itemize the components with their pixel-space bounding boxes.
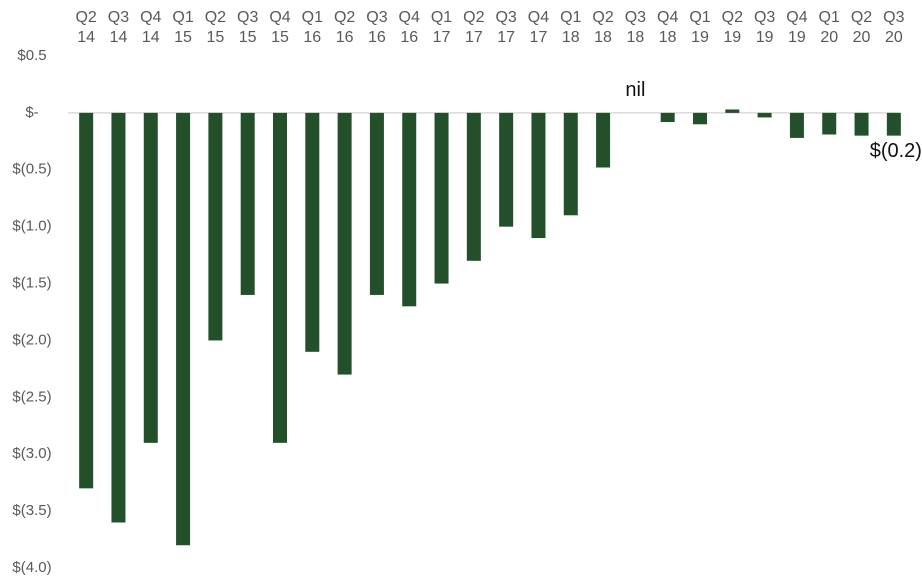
bar (111, 112, 126, 523)
x-tick-label: Q2 16 (333, 9, 356, 46)
x-tick-label: Q2 14 (75, 9, 97, 46)
x-tick-label: Q3 20 (883, 9, 905, 46)
y-tick-label: $(3.5) (12, 502, 51, 519)
y-tick-label: $(2.5) (12, 388, 51, 405)
bar (757, 112, 772, 118)
y-tick-label: $(2.0) (12, 331, 51, 348)
bar (79, 112, 94, 489)
x-tick-label: Q4 17 (527, 9, 550, 46)
data-label: nil (625, 79, 645, 101)
bar (402, 112, 417, 307)
x-tick-label: Q4 18 (657, 9, 679, 46)
x-tick-label: Q2 18 (592, 9, 614, 46)
bar (305, 112, 320, 352)
x-tick-label: Q3 15 (237, 9, 259, 46)
bar (176, 112, 191, 546)
bar (725, 109, 740, 113)
bar (854, 112, 869, 136)
y-tick-label: $(1.5) (12, 275, 51, 292)
bar (499, 112, 514, 227)
y-tick-label: $(1.0) (12, 218, 51, 235)
x-tick-label: Q4 19 (786, 9, 808, 46)
y-tick-label: $(4.0) (12, 559, 51, 576)
x-tick-label: Q4 14 (140, 9, 162, 46)
bar (596, 112, 611, 168)
bar (563, 112, 578, 216)
x-tick-label: Q2 17 (463, 9, 485, 46)
x-tick-label: Q3 17 (495, 9, 517, 46)
bar (466, 112, 481, 261)
x-tick-label: Q1 15 (172, 9, 194, 46)
x-tick-label: Q2 20 (850, 9, 873, 46)
bar (531, 112, 546, 239)
x-tick-label: Q1 18 (560, 9, 582, 46)
y-tick-label: $(0.5) (12, 161, 51, 178)
data-label: $(0.2) (870, 140, 922, 162)
bar (337, 112, 352, 375)
x-tick-label: Q4 15 (269, 9, 291, 46)
x-tick-label: Q2 19 (721, 9, 743, 46)
bar (273, 112, 287, 443)
y-tick-label: $0.5 (17, 47, 46, 64)
bar (143, 112, 158, 443)
bar (369, 112, 384, 295)
bar (660, 112, 675, 122)
x-tick-label: Q2 15 (204, 9, 227, 46)
y-tick-label: $(3.0) (12, 445, 51, 462)
bar (693, 112, 707, 125)
x-tick-label: Q1 17 (430, 9, 453, 46)
bar (240, 112, 255, 295)
x-tick-label: Q1 16 (301, 9, 323, 46)
x-tick-label: Q4 16 (398, 9, 420, 46)
bar (822, 112, 837, 135)
bar (886, 112, 901, 136)
x-tick-label: Q3 16 (366, 9, 388, 46)
x-tick-label: Q1 20 (818, 9, 840, 46)
x-tick-label: Q3 14 (107, 9, 130, 46)
bar (434, 112, 449, 284)
bar (789, 112, 804, 138)
x-tick-label: Q3 19 (753, 9, 776, 46)
x-tick-label: Q3 18 (624, 9, 647, 46)
x-tick-label: Q1 19 (689, 9, 711, 46)
y-tick-label: $- (25, 104, 38, 121)
bar (208, 112, 223, 341)
